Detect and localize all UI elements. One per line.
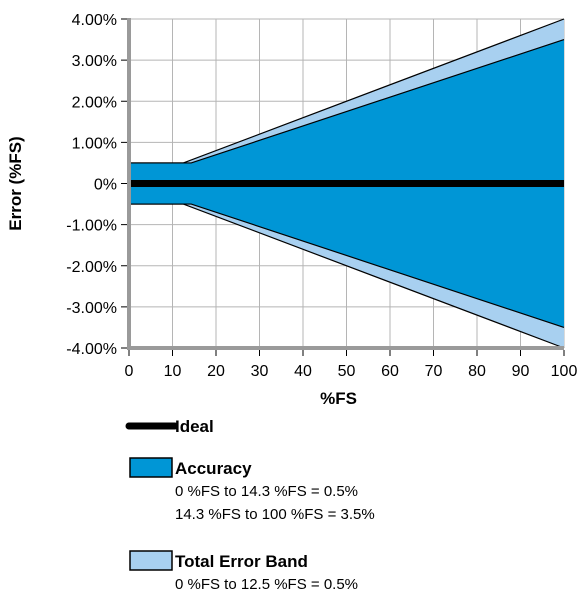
x-tick-label: 90 xyxy=(512,363,530,380)
x-tick-label: 20 xyxy=(207,363,225,380)
legend-swatch-total-error-band xyxy=(129,550,173,571)
legend: Ideal Accuracy 0 %FS to 14.3 %FS = 0.5% 14.… xyxy=(125,417,375,593)
y-tick-label: 1.00% xyxy=(72,135,117,152)
x-tick-label: 10 xyxy=(164,363,182,380)
x-axis-title: %FS xyxy=(320,389,357,408)
plot-series xyxy=(129,18,565,349)
y-tick-label: -3.00% xyxy=(66,300,117,317)
y-tick-label: -1.00% xyxy=(66,218,117,235)
x-tick-label: 60 xyxy=(381,363,399,380)
legend-label-ideal: Ideal xyxy=(175,417,214,436)
x-tick-label: 100 xyxy=(551,363,578,380)
x-tick-label: 80 xyxy=(468,363,486,380)
y-tick-label: 0% xyxy=(94,177,117,194)
legend-label-accuracy: Accuracy xyxy=(175,459,252,478)
legend-item-accuracy: Accuracy 0 %FS to 14.3 %FS = 0.5% 14.3 %FS… xyxy=(129,457,375,523)
x-tick-label: 30 xyxy=(251,363,269,380)
y-tick-label: 2.00% xyxy=(72,94,117,111)
legend-note: 0 %FS to 12.5 %FS = 0.5% xyxy=(175,576,358,590)
y-tick-label: -2.00% xyxy=(66,259,117,276)
x-tick-label: 70 xyxy=(425,363,443,380)
axes xyxy=(121,18,565,356)
x-tick-label: 0 xyxy=(125,363,134,380)
legend-item-ideal: Ideal xyxy=(125,417,214,436)
accuracy-lower-edge xyxy=(129,203,565,329)
y-tick-label: -4.00% xyxy=(66,341,117,358)
y-tick-label: 4.00% xyxy=(72,12,117,29)
accuracy-upper-edge xyxy=(129,38,565,164)
legend-note: 0 %FS to 14.3 %FS = 0.5% xyxy=(175,483,358,500)
legend-label-total-error-band: Total Error Band xyxy=(175,552,308,571)
y-tick-label: 3.00% xyxy=(72,53,117,70)
x-tick-label: 40 xyxy=(294,363,312,380)
y-axis-title: Error (%FS) xyxy=(6,136,25,230)
legend-swatch-accuracy xyxy=(129,457,173,478)
x-tick-label: 50 xyxy=(338,363,356,380)
tick-labels: -4.00% -3.00% -2.00% -1.00% 0% 1.00% 2.00% 3.00… xyxy=(66,12,577,380)
legend-note: 14.3 %FS to 100 %FS = 3.5% xyxy=(175,506,375,523)
legend-item-total-error-band: Total Error Band 0 %FS to 12.5 %FS = 0.5% xyxy=(129,550,358,593)
